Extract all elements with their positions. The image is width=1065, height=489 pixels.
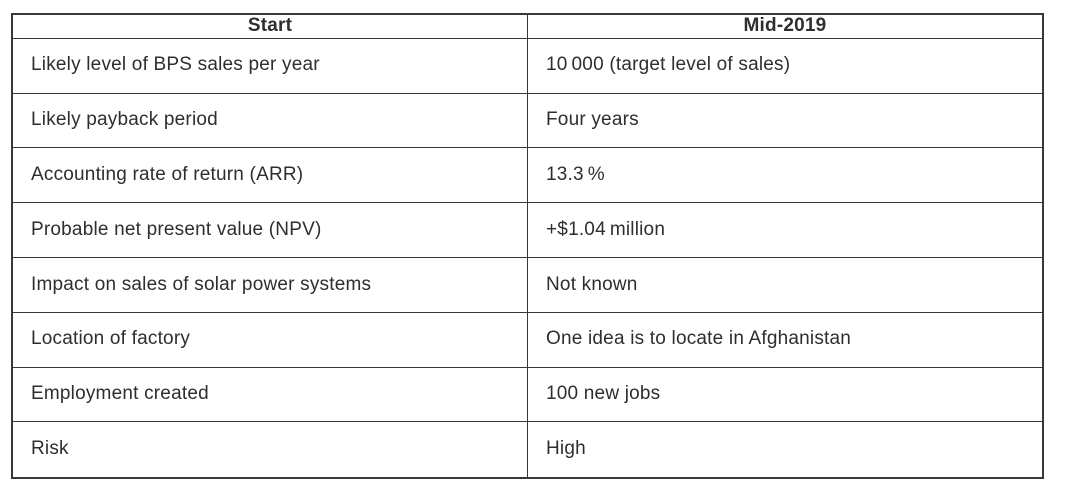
row-label-cell: Accounting rate of return (ARR) [11,147,528,204]
row-value-cell: +$1.04 million [527,202,1044,259]
table-row: Probable net present value (NPV) +$1.04 … [11,202,1044,259]
row-value-cell: 13.3 % [527,147,1044,204]
table-row: Impact on sales of solar power systems N… [11,257,1044,313]
row-label-cell: Location of factory [11,311,528,368]
table-row: Location of factory One idea is to locat… [11,311,1044,368]
row-value-cell: Four years [527,92,1044,149]
comparison-table: Start Mid-2019 Likely level of BPS sales… [11,13,1044,479]
row-label-cell: Employment created [11,366,528,423]
row-value-cell: 10 000 (target level of sales) [527,37,1044,94]
row-label-cell: Risk [11,421,528,479]
column-header-start: Start [11,13,528,39]
table-header-row: Start Mid-2019 [11,13,1044,39]
row-value-cell: 100 new jobs [527,366,1044,423]
row-value-cell: One idea is to locate in Afghanistan [527,311,1044,368]
table-row: Accounting rate of return (ARR) 13.3 % [11,147,1044,204]
comparison-table-container: Start Mid-2019 Likely level of BPS sales… [11,13,1044,479]
row-label-cell: Likely payback period [11,92,528,149]
row-value-cell: High [527,421,1044,479]
row-label-cell: Probable net present value (NPV) [11,202,528,259]
table-row: Risk High [11,421,1044,479]
row-label-cell: Likely level of BPS sales per year [11,37,528,94]
row-value-cell: Not known [527,257,1044,313]
table-row: Likely level of BPS sales per year 10 00… [11,37,1044,94]
row-label-cell: Impact on sales of solar power systems [11,257,528,313]
column-header-mid-2019: Mid-2019 [527,13,1044,39]
table-row: Employment created 100 new jobs [11,366,1044,423]
table-row: Likely payback period Four years [11,92,1044,149]
